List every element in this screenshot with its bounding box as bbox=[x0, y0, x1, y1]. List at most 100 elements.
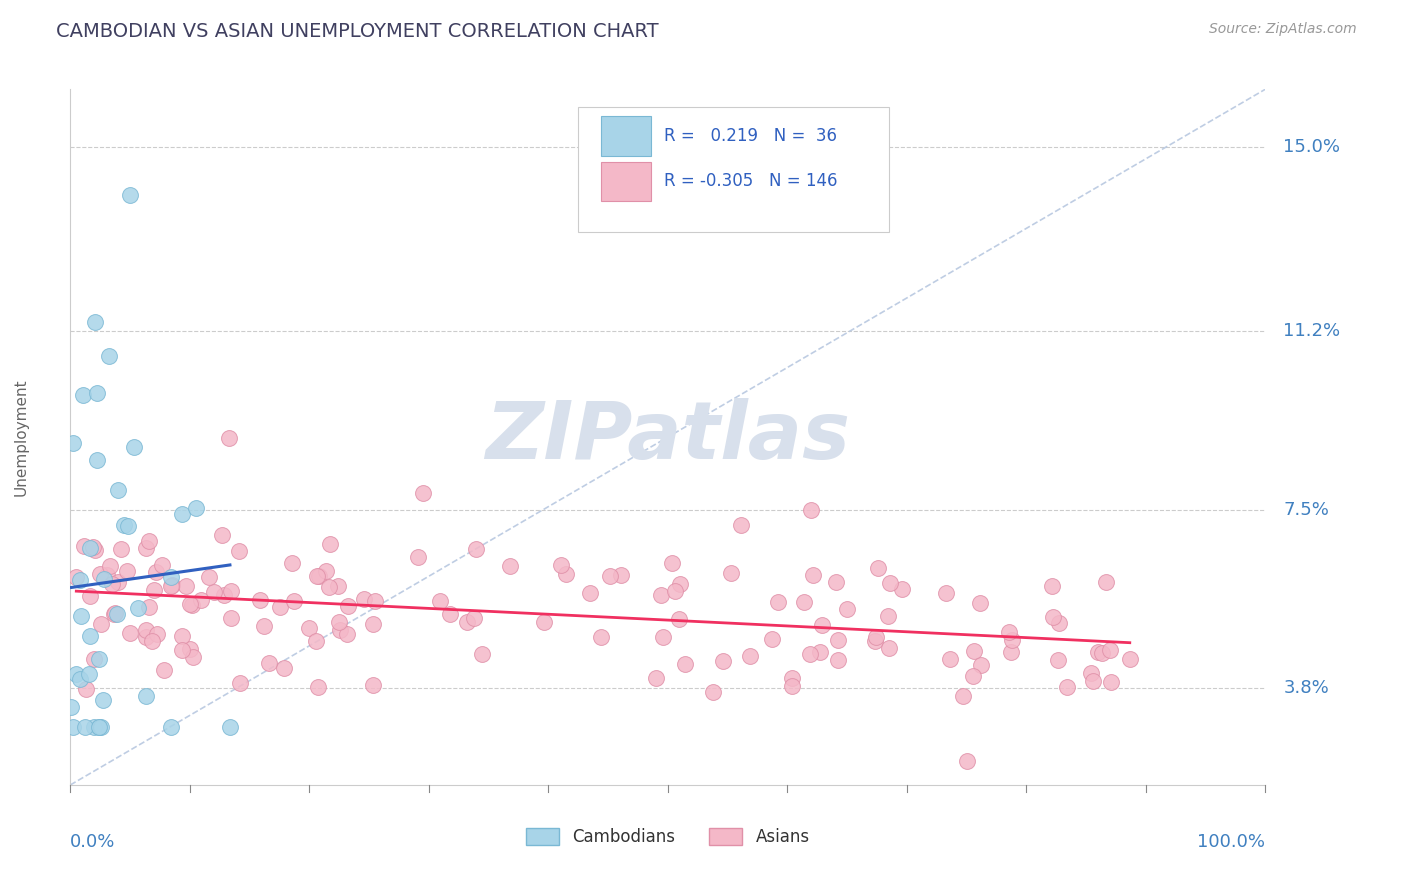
Point bbox=[938, 652, 960, 666]
Text: ZIPatlas: ZIPatlas bbox=[485, 398, 851, 476]
Point bbox=[150, 558, 173, 572]
Point bbox=[827, 633, 849, 648]
Point bbox=[138, 533, 160, 548]
Point bbox=[105, 607, 128, 622]
Point bbox=[73, 720, 96, 734]
Text: 7.5%: 7.5% bbox=[1284, 500, 1329, 518]
Point bbox=[1098, 643, 1121, 657]
Point bbox=[711, 654, 734, 668]
Point bbox=[228, 544, 250, 558]
Point bbox=[650, 588, 672, 602]
Point bbox=[218, 430, 240, 444]
Point bbox=[610, 568, 633, 582]
Point bbox=[211, 528, 233, 542]
Point bbox=[145, 566, 167, 580]
Point bbox=[730, 518, 752, 533]
Text: 100.0%: 100.0% bbox=[1198, 833, 1265, 851]
Point bbox=[463, 611, 485, 625]
Point bbox=[219, 720, 242, 734]
Point bbox=[1087, 645, 1109, 659]
Point bbox=[127, 601, 149, 615]
Point bbox=[212, 588, 235, 602]
Point bbox=[69, 573, 91, 587]
Point bbox=[305, 633, 328, 648]
Point bbox=[179, 642, 201, 657]
Point bbox=[153, 663, 176, 677]
Point bbox=[202, 585, 225, 599]
Point bbox=[120, 188, 141, 202]
Point bbox=[249, 593, 271, 607]
Point bbox=[89, 566, 111, 581]
Point bbox=[956, 754, 979, 768]
Point bbox=[1040, 580, 1063, 594]
Point bbox=[100, 558, 122, 573]
Point bbox=[824, 575, 846, 590]
Text: R = -0.305   N = 146: R = -0.305 N = 146 bbox=[664, 172, 838, 190]
Point bbox=[146, 627, 169, 641]
Point bbox=[104, 606, 127, 620]
Point bbox=[963, 644, 986, 658]
Point bbox=[62, 720, 84, 734]
Point bbox=[406, 549, 429, 564]
Point bbox=[135, 630, 157, 644]
Point bbox=[328, 615, 350, 629]
Point bbox=[307, 680, 329, 694]
Point bbox=[75, 682, 97, 697]
Legend: Cambodians, Asians: Cambodians, Asians bbox=[519, 822, 817, 853]
Point bbox=[257, 656, 280, 670]
Point bbox=[429, 594, 451, 608]
Point bbox=[308, 569, 330, 583]
Point bbox=[471, 647, 494, 661]
Text: 15.0%: 15.0% bbox=[1284, 138, 1340, 156]
Point bbox=[89, 720, 111, 734]
Point bbox=[876, 609, 898, 624]
Point bbox=[998, 624, 1021, 639]
Point bbox=[315, 564, 337, 578]
Point bbox=[668, 612, 690, 626]
Text: 3.8%: 3.8% bbox=[1284, 680, 1329, 698]
Point bbox=[181, 650, 204, 665]
Point bbox=[1080, 665, 1102, 680]
Point bbox=[591, 630, 613, 644]
Point bbox=[319, 537, 342, 551]
Point bbox=[82, 540, 104, 554]
Point bbox=[361, 616, 384, 631]
Point bbox=[281, 556, 304, 570]
Point bbox=[952, 690, 974, 704]
Point bbox=[96, 568, 118, 582]
Point bbox=[810, 618, 832, 632]
Point bbox=[336, 627, 359, 641]
Point bbox=[170, 642, 193, 657]
Point bbox=[555, 567, 578, 582]
Point bbox=[799, 648, 821, 662]
Point bbox=[1083, 673, 1105, 688]
Point bbox=[720, 566, 742, 580]
Point bbox=[172, 508, 194, 522]
Point bbox=[644, 671, 666, 685]
Point bbox=[866, 560, 889, 574]
Point bbox=[269, 600, 291, 615]
Point bbox=[72, 539, 94, 553]
Point bbox=[364, 594, 387, 608]
Point bbox=[181, 598, 204, 612]
Point bbox=[499, 559, 522, 574]
Point bbox=[782, 671, 804, 685]
Point bbox=[863, 634, 886, 648]
Point bbox=[1099, 674, 1122, 689]
Point bbox=[198, 570, 221, 584]
Point bbox=[793, 595, 815, 609]
Point bbox=[550, 558, 572, 572]
Point bbox=[93, 572, 115, 586]
Point bbox=[160, 578, 183, 592]
Point bbox=[877, 640, 900, 655]
Point bbox=[1046, 653, 1069, 667]
Point bbox=[305, 569, 328, 583]
Point bbox=[780, 679, 803, 693]
Point bbox=[865, 630, 887, 644]
Point bbox=[761, 632, 783, 647]
Point bbox=[115, 564, 138, 578]
Point bbox=[184, 501, 207, 516]
Point bbox=[578, 586, 600, 600]
Point bbox=[456, 615, 478, 630]
Point bbox=[107, 574, 129, 589]
